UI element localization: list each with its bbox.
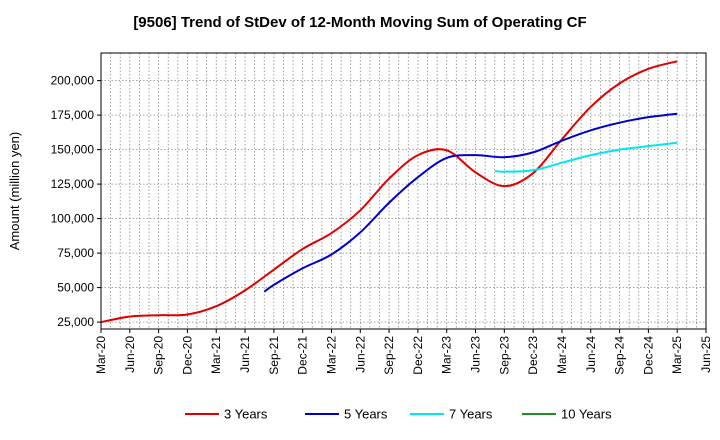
y-tick-label: 150,000 xyxy=(51,143,95,157)
series-layer xyxy=(100,60,678,324)
x-tick-label: Sep-23 xyxy=(497,336,511,375)
x-tick-label: Jun-21 xyxy=(238,336,252,373)
y-tick-label: 50,000 xyxy=(57,281,94,295)
legend: 3 Years 5 Years 7 Years 10 Years xyxy=(185,407,612,422)
y-tick-label: 25,000 xyxy=(57,315,94,329)
x-tick-label: Mar-22 xyxy=(324,336,338,374)
y-tick-label: 75,000 xyxy=(57,246,94,260)
chart-title: [9506] Trend of StDev of 12-Month Moving… xyxy=(133,14,586,31)
y-tick-label: 175,000 xyxy=(51,108,95,122)
legend-label: 3 Years xyxy=(224,407,268,422)
y-axis: 25,000 50,000 75,000 100,000 125,000 150,000 1… xyxy=(51,74,101,329)
x-tick-label: Jun-20 xyxy=(123,336,137,373)
x-tick-label: Sep-24 xyxy=(613,336,627,375)
x-tick-label: Jun-25 xyxy=(699,336,713,373)
grid xyxy=(100,53,707,329)
series-line-7-years xyxy=(494,141,678,173)
x-tick-label: Sep-21 xyxy=(267,336,281,375)
x-tick-label: Sep-20 xyxy=(152,336,166,375)
legend-label: 5 Years xyxy=(344,407,388,422)
y-tick-label: 100,000 xyxy=(51,212,95,226)
x-tick-label: Dec-22 xyxy=(411,336,425,375)
legend-label: 10 Years xyxy=(561,407,612,422)
y-tick-label: 200,000 xyxy=(51,74,95,88)
x-tick-label: Dec-24 xyxy=(641,336,655,375)
series-line-5-years xyxy=(263,112,678,293)
series-line-3-years xyxy=(100,60,678,324)
y-tick-label: 125,000 xyxy=(51,177,95,191)
x-tick-label: Mar-21 xyxy=(209,336,223,374)
y-axis-label: Amount (million yen) xyxy=(7,132,22,251)
plot-area xyxy=(100,52,707,330)
x-tick-label: Mar-25 xyxy=(670,336,684,374)
x-tick-label: Mar-23 xyxy=(440,336,454,374)
x-tick-label: Dec-23 xyxy=(526,336,540,375)
x-tick-label: Jun-23 xyxy=(469,336,483,373)
x-tick-label: Jun-24 xyxy=(584,336,598,373)
x-axis: Mar-20 Jun-20 Sep-20 Dec-20 Mar-21 Jun-21 Sep-… xyxy=(94,329,713,375)
x-tick-label: Mar-20 xyxy=(94,336,108,374)
x-tick-label: Dec-20 xyxy=(180,336,194,375)
legend-label: 7 Years xyxy=(449,407,493,422)
x-tick-label: Dec-21 xyxy=(296,336,310,375)
x-tick-label: Mar-24 xyxy=(555,336,569,374)
x-tick-label: Sep-22 xyxy=(382,336,396,375)
x-tick-label: Jun-22 xyxy=(353,336,367,373)
